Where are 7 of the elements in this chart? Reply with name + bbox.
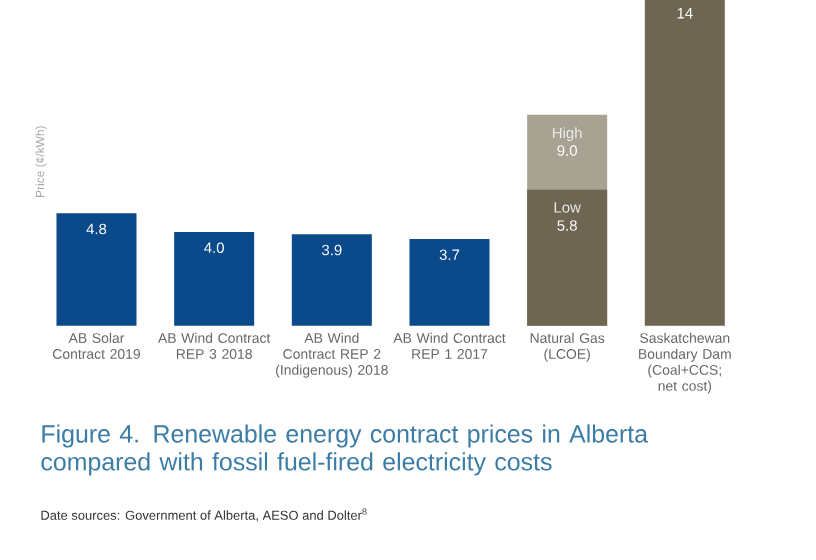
bar <box>56 213 137 326</box>
bar <box>527 189 608 326</box>
bar <box>409 239 490 326</box>
text: Figure 4. Renewable energy contract prices in Alberta compared with fossil fuel-fired electricity costs <box>41 424 649 476</box>
bar <box>644 0 725 326</box>
bar <box>174 232 255 326</box>
bar <box>291 234 372 326</box>
